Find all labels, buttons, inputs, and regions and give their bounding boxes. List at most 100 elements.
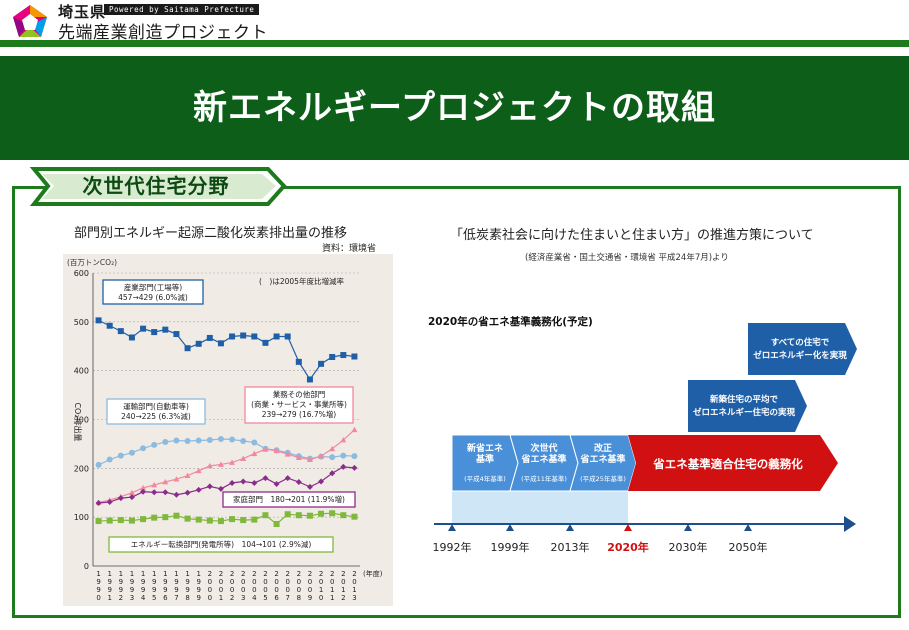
series-point <box>284 333 291 340</box>
industry-label: 産業部門(工場等)457→429 (6.0%減) <box>102 279 204 305</box>
zeh-all-arrow-shape <box>748 323 857 375</box>
series-point <box>206 517 213 524</box>
series-point <box>273 521 280 528</box>
series-point <box>329 510 336 517</box>
year-marker <box>684 524 692 531</box>
timeline-title: 2020年の省エネ基準義務化(予定) <box>428 315 593 328</box>
series-point <box>117 517 124 524</box>
label-text: 産業部門(工場等) <box>124 282 182 292</box>
y-tick-label: 600 <box>74 269 89 278</box>
series-point <box>351 426 358 433</box>
y-axis-label: CO₂排出量 <box>73 402 83 441</box>
prefecture-logo-icon <box>13 5 47 37</box>
series-point <box>295 454 302 460</box>
series-point <box>217 340 224 347</box>
series-point <box>273 447 280 454</box>
series-point <box>140 325 147 332</box>
series-point <box>240 437 247 444</box>
y-tick-label: 0 <box>84 562 89 571</box>
series-point <box>140 484 147 491</box>
series-point <box>251 516 258 523</box>
timeline-axis-arrowhead <box>844 516 856 532</box>
label-text: エネルギー転換部門(発電所等) 104→101 (2.9%減) <box>131 539 312 549</box>
series-point <box>306 376 313 383</box>
y-tick-label: 500 <box>74 318 89 327</box>
series-point <box>229 516 236 523</box>
section-tab <box>29 167 287 206</box>
zeh-all-label: ゼロエネルギー化を実現 <box>753 350 847 361</box>
series-point <box>195 516 202 523</box>
series-point <box>162 514 169 521</box>
series-point <box>306 483 313 490</box>
label-box <box>102 279 204 305</box>
series-point <box>217 485 224 492</box>
series-point <box>295 479 302 486</box>
series-point <box>95 500 102 507</box>
section-tab-label: 次世代住宅分野 <box>82 174 230 198</box>
chart-unit-label: (百万トンCO₂) <box>67 258 117 267</box>
step-label: 次世代 <box>530 442 557 454</box>
series-point <box>318 510 325 517</box>
series-point <box>262 512 269 519</box>
label-box <box>108 536 334 553</box>
series-line <box>98 512 355 525</box>
series-point <box>106 456 113 463</box>
year-label: 2030年 <box>669 540 708 554</box>
series-point <box>128 334 135 341</box>
series-point <box>117 452 124 459</box>
year-marker <box>624 524 632 531</box>
series-point <box>162 438 169 445</box>
series-point <box>206 462 213 469</box>
series-point <box>173 476 180 482</box>
chart-title: 部門別エネルギー起源二酸化炭素排出量の推移 <box>74 226 348 241</box>
series-point <box>329 470 336 477</box>
series-point <box>128 494 135 501</box>
header-divider <box>0 40 909 47</box>
label-box <box>244 386 354 424</box>
series-point <box>117 495 124 502</box>
series-point <box>229 436 236 443</box>
series-point <box>273 333 280 340</box>
series-point <box>295 512 302 519</box>
year-label: 1999年 <box>491 540 530 554</box>
series-point <box>251 333 258 340</box>
series-point <box>95 461 102 468</box>
series-point <box>240 517 247 524</box>
series-point <box>340 512 347 519</box>
series-point <box>95 317 102 324</box>
zeh-all-label: すべての住宅で <box>771 337 830 348</box>
series-point <box>351 464 358 471</box>
series-point <box>206 334 213 341</box>
series-point <box>106 499 113 506</box>
step-sublabel: (平成11年基準) <box>521 474 567 483</box>
series-point <box>229 333 236 340</box>
series-point <box>284 451 291 457</box>
series-point <box>173 512 180 519</box>
series-point <box>140 445 147 452</box>
series-point <box>206 437 213 444</box>
x-axis-suffix: (年度) <box>363 569 383 578</box>
transport-label: 運輸部門(自動車等)240→225 (6.3%減) <box>106 398 206 425</box>
zeh-new-label: ゼロエネルギー住宅の実現 <box>693 407 796 418</box>
series-point <box>106 322 113 329</box>
series-point <box>106 517 113 524</box>
label-box <box>222 491 356 508</box>
right-panel-subtitle: (経済産業省・国土交通省・環境省 平成24年7月)より <box>525 253 729 263</box>
label-text: (商業・サービス・事業所等) <box>251 399 347 409</box>
series-point <box>217 436 224 443</box>
year-label: 1992年 <box>433 540 472 554</box>
